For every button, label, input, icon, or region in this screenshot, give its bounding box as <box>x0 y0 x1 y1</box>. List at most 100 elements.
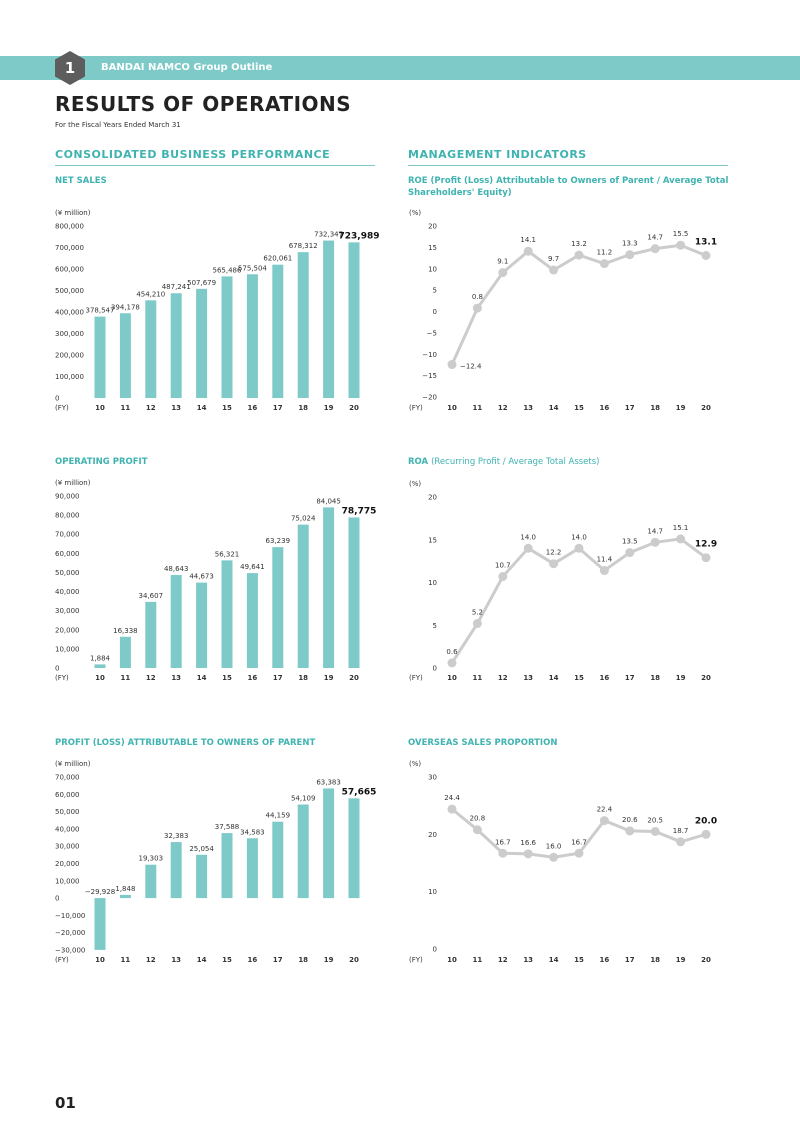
roe-xtick-label: 14 <box>549 404 559 412</box>
chart-title-net-sales: NET SALES <box>55 176 107 186</box>
roa-xtick-label: 16 <box>600 674 610 682</box>
overseas-point <box>599 816 609 826</box>
roe-ytick-label: 0 <box>433 308 437 316</box>
roe-ytick-label: 10 <box>428 265 437 273</box>
profit-parent-unit-label: (¥ million) <box>55 760 91 768</box>
roe-ytick-label: −10 <box>422 351 437 359</box>
operating-profit-value-label: 63,239 <box>266 537 291 545</box>
roe-ytick-label: 15 <box>428 244 437 252</box>
roa-xtick-label: 20 <box>701 674 711 682</box>
roe-value-label: 9.1 <box>497 258 508 266</box>
operating-profit-xtick-label: 18 <box>298 674 308 682</box>
net-sales-value-label: 723,989 <box>339 231 380 241</box>
operating-profit-xtick-label: 19 <box>324 674 334 682</box>
roe-point <box>625 250 635 260</box>
roe-xtick-label: 19 <box>676 404 686 412</box>
roa-ytick-label: 5 <box>433 622 437 630</box>
roa-point <box>498 572 508 582</box>
operating-profit-ytick-label: 50,000 <box>55 569 80 577</box>
roa-value-label: 14.0 <box>520 533 536 541</box>
roa-value-label: 15.1 <box>673 524 689 532</box>
roe-ytick-label: −20 <box>422 394 437 402</box>
profit-parent-xtick-label: 14 <box>197 956 207 964</box>
profit-parent-value-label: 25,054 <box>189 845 214 853</box>
operating-profit-ytick-label: 80,000 <box>55 512 80 520</box>
roa-unit-label: (%) <box>409 480 421 488</box>
roe-value-label: 13.1 <box>695 237 717 247</box>
roa-xtick-label: 19 <box>676 674 686 682</box>
profit-parent-bar <box>94 898 106 950</box>
roe-point <box>523 246 533 256</box>
overseas-value-label: 20.8 <box>470 815 486 823</box>
net-sales-xtick-label: 20 <box>349 404 359 412</box>
overseas-value-label: 16.6 <box>520 839 536 847</box>
overseas-ytick-label: 10 <box>428 888 437 896</box>
operating-profit-value-label: 16,338 <box>113 627 138 635</box>
section-heading-right: MANAGEMENT INDICATORS <box>408 148 728 166</box>
roe-unit-label: (%) <box>409 209 421 217</box>
profit-parent-xtick-label: 18 <box>298 956 308 964</box>
roe-point <box>701 250 711 260</box>
net-sales-xtick-label: 18 <box>298 404 308 412</box>
profit-parent-value-label: −29,928 <box>85 888 115 896</box>
roe-point <box>447 360 457 370</box>
net-sales-ytick-label: 700,000 <box>55 244 84 252</box>
roe-point <box>650 244 660 254</box>
profit-parent-ytick-label: 50,000 <box>55 808 80 816</box>
overseas-value-label: 24.4 <box>444 794 460 802</box>
net-sales-xtick-label: 15 <box>222 404 232 412</box>
overseas-xtick-label: 10 <box>447 956 457 964</box>
roe-xtick-label: 17 <box>625 404 635 412</box>
roa-point <box>523 543 533 553</box>
net-sales-xtick-label: 14 <box>197 404 207 412</box>
profit-parent-value-label: 44,159 <box>266 812 291 820</box>
overseas-unit-label: (%) <box>409 760 421 768</box>
overseas-ytick-label: 30 <box>428 774 437 782</box>
profit-parent-xtick-label: 10 <box>95 956 105 964</box>
roa-point <box>447 658 457 668</box>
roe-value-label: 0.8 <box>472 293 483 301</box>
roe-value-label: −12.4 <box>460 363 482 371</box>
roa-ytick-label: 15 <box>428 536 437 544</box>
overseas-point <box>650 826 660 836</box>
overseas-point <box>549 852 559 862</box>
roe-value-label: 14.7 <box>647 234 663 242</box>
roa-value-label: 11.4 <box>597 556 613 564</box>
net-sales-value-label: 378,547 <box>86 307 115 315</box>
overseas-point <box>574 848 584 858</box>
overseas-point <box>472 825 482 835</box>
net-sales-value-label: 678,312 <box>289 242 318 250</box>
overseas-xtick-label: 13 <box>523 956 533 964</box>
roa-ytick-label: 10 <box>428 579 437 587</box>
operating-profit-value-label: 48,643 <box>164 565 189 573</box>
roe-ytick-label: 20 <box>428 223 437 231</box>
profit-parent-xtick-label: 16 <box>248 956 258 964</box>
operating-profit-ytick-label: 10,000 <box>55 645 80 653</box>
roe-title-detail: (Profit (Loss) Attributable to Owners of… <box>408 176 729 198</box>
operating-profit-bar <box>272 547 284 668</box>
roa-xtick-label: 15 <box>574 674 584 682</box>
operating-profit-ytick-label: 20,000 <box>55 626 80 634</box>
overseas-xtick-label: 17 <box>625 956 635 964</box>
net-sales-value-label: 565,486 <box>213 266 242 274</box>
roa-value-label: 14.7 <box>647 527 663 535</box>
overseas-xtick-label: 14 <box>549 956 559 964</box>
operating-profit-xtick-label: 11 <box>121 674 131 682</box>
roe-value-label: 13.3 <box>622 240 638 248</box>
net-sales-bar <box>145 300 157 398</box>
roe-line <box>450 243 707 366</box>
operating-profit-bar <box>196 582 208 668</box>
roe-xtick-label: 15 <box>574 404 584 412</box>
profit-parent-xtick-label: 19 <box>324 956 334 964</box>
operating-profit-xtick-label: 12 <box>146 674 156 682</box>
operating-profit-xtick-label: 10 <box>95 674 105 682</box>
operating-profit-fy-label: (FY) <box>55 674 69 682</box>
operating-profit-value-label: 56,321 <box>215 550 240 558</box>
roe-xtick-label: 16 <box>600 404 610 412</box>
roa-line <box>450 537 707 664</box>
roe-value-label: 13.2 <box>571 240 587 248</box>
overseas-value-label: 22.4 <box>597 806 613 814</box>
operating-profit-xtick-label: 14 <box>197 674 207 682</box>
roe-xtick-label: 10 <box>447 404 457 412</box>
